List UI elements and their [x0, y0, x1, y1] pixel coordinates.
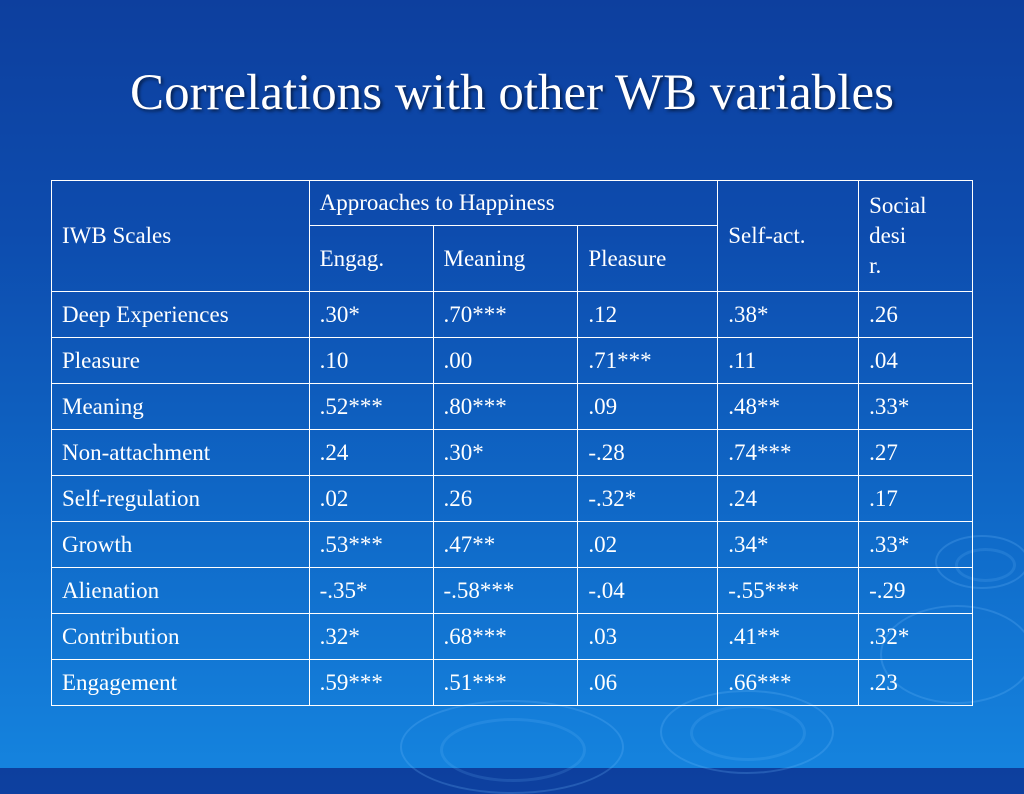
header-approaches-to-happiness: Approaches to Happiness: [308, 180, 719, 226]
row-scale-name: Pleasure: [51, 337, 310, 384]
table-row: Growth .53*** .47** .02 .34* .33*: [51, 521, 973, 568]
correlation-cell: -.28: [577, 429, 719, 476]
correlation-cell: .26: [432, 475, 579, 522]
ripple-decoration: [690, 705, 806, 761]
header-iwb-scales: IWB Scales: [51, 180, 310, 292]
correlation-cell: .02: [308, 475, 434, 522]
correlation-cell: .27: [858, 429, 973, 476]
slide-title: Correlations with other WB variables: [130, 65, 894, 121]
correlation-cell: .52***: [308, 383, 434, 430]
correlation-cell: .00: [432, 337, 579, 384]
correlation-cell: .38*: [717, 291, 860, 338]
correlation-cell: .24: [308, 429, 434, 476]
correlation-cell: .33*: [858, 383, 973, 430]
correlation-cell: .48**: [717, 383, 860, 430]
correlation-cell: -.58***: [432, 567, 579, 614]
ripple-decoration: [400, 700, 624, 794]
row-scale-name: Self-regulation: [51, 475, 310, 522]
correlation-cell: .59***: [308, 659, 434, 706]
row-scale-name: Engagement: [51, 659, 310, 706]
correlation-cell: .80***: [432, 383, 579, 430]
correlation-cell: .03: [577, 613, 719, 660]
correlation-cell: .10: [308, 337, 434, 384]
correlation-cell: -.29: [858, 567, 973, 614]
header-social-desir: Social desi r.: [858, 180, 973, 292]
correlation-table: IWB Scales Approaches to Happiness Self-…: [51, 180, 973, 706]
subheader-engag: Engag.: [308, 225, 434, 292]
table-row: Deep Experiences .30* .70*** .12 .38* .2…: [51, 291, 973, 338]
correlation-cell: .09: [577, 383, 719, 430]
correlation-cell: .23: [858, 659, 973, 706]
correlation-cell: .32*: [308, 613, 434, 660]
correlation-cell: -.32*: [577, 475, 719, 522]
correlation-cell: .11: [717, 337, 860, 384]
correlation-cell: .71***: [577, 337, 719, 384]
correlation-cell: -.04: [577, 567, 719, 614]
correlation-cell: .30*: [432, 429, 579, 476]
correlation-cell: .41**: [717, 613, 860, 660]
row-scale-name: Growth: [51, 521, 310, 568]
correlation-cell: .12: [577, 291, 719, 338]
subheader-pleasure: Pleasure: [577, 225, 719, 292]
correlation-cell: .74***: [717, 429, 860, 476]
table-row: Non-attachment .24 .30* -.28 .74*** .27: [51, 429, 973, 476]
header-social-desir-line: Social: [869, 193, 927, 218]
correlation-cell: -.55***: [717, 567, 860, 614]
correlation-cell: .04: [858, 337, 973, 384]
row-scale-name: Contribution: [51, 613, 310, 660]
table-row: Engagement .59*** .51*** .06 .66*** .23: [51, 659, 973, 706]
correlation-cell: .06: [577, 659, 719, 706]
correlation-cell: .34*: [717, 521, 860, 568]
row-scale-name: Deep Experiences: [51, 291, 310, 338]
table-row: Pleasure .10 .00 .71*** .11 .04: [51, 337, 973, 384]
correlation-cell: .32*: [858, 613, 973, 660]
correlation-cell: .17: [858, 475, 973, 522]
subheader-meaning: Meaning: [432, 225, 579, 292]
table-row: Self-regulation .02 .26 -.32* .24 .17: [51, 475, 973, 522]
correlation-cell: .33*: [858, 521, 973, 568]
correlation-cell: .70***: [432, 291, 579, 338]
header-social-desir-line: desi: [869, 223, 907, 248]
row-scale-name: Non-attachment: [51, 429, 310, 476]
correlation-cell: .68***: [432, 613, 579, 660]
correlation-cell: .66***: [717, 659, 860, 706]
table-row: Meaning .52*** .80*** .09 .48** .33*: [51, 383, 973, 430]
ripple-decoration: [440, 718, 586, 782]
table-row: Alienation -.35* -.58*** -.04 -.55*** -.…: [51, 567, 973, 614]
table-row: Contribution .32* .68*** .03 .41** .32*: [51, 613, 973, 660]
correlation-cell: .47**: [432, 521, 579, 568]
header-self-act: Self-act.: [717, 180, 860, 292]
correlation-cell: .53***: [308, 521, 434, 568]
correlation-cell: .51***: [432, 659, 579, 706]
correlation-cell: .30*: [308, 291, 434, 338]
row-scale-name: Meaning: [51, 383, 310, 430]
row-scale-name: Alienation: [51, 567, 310, 614]
header-social-desir-line: r.: [869, 253, 882, 278]
correlation-cell: -.35*: [308, 567, 434, 614]
correlation-cell: .02: [577, 521, 719, 568]
correlation-cell: .26: [858, 291, 973, 338]
correlation-cell: .24: [717, 475, 860, 522]
